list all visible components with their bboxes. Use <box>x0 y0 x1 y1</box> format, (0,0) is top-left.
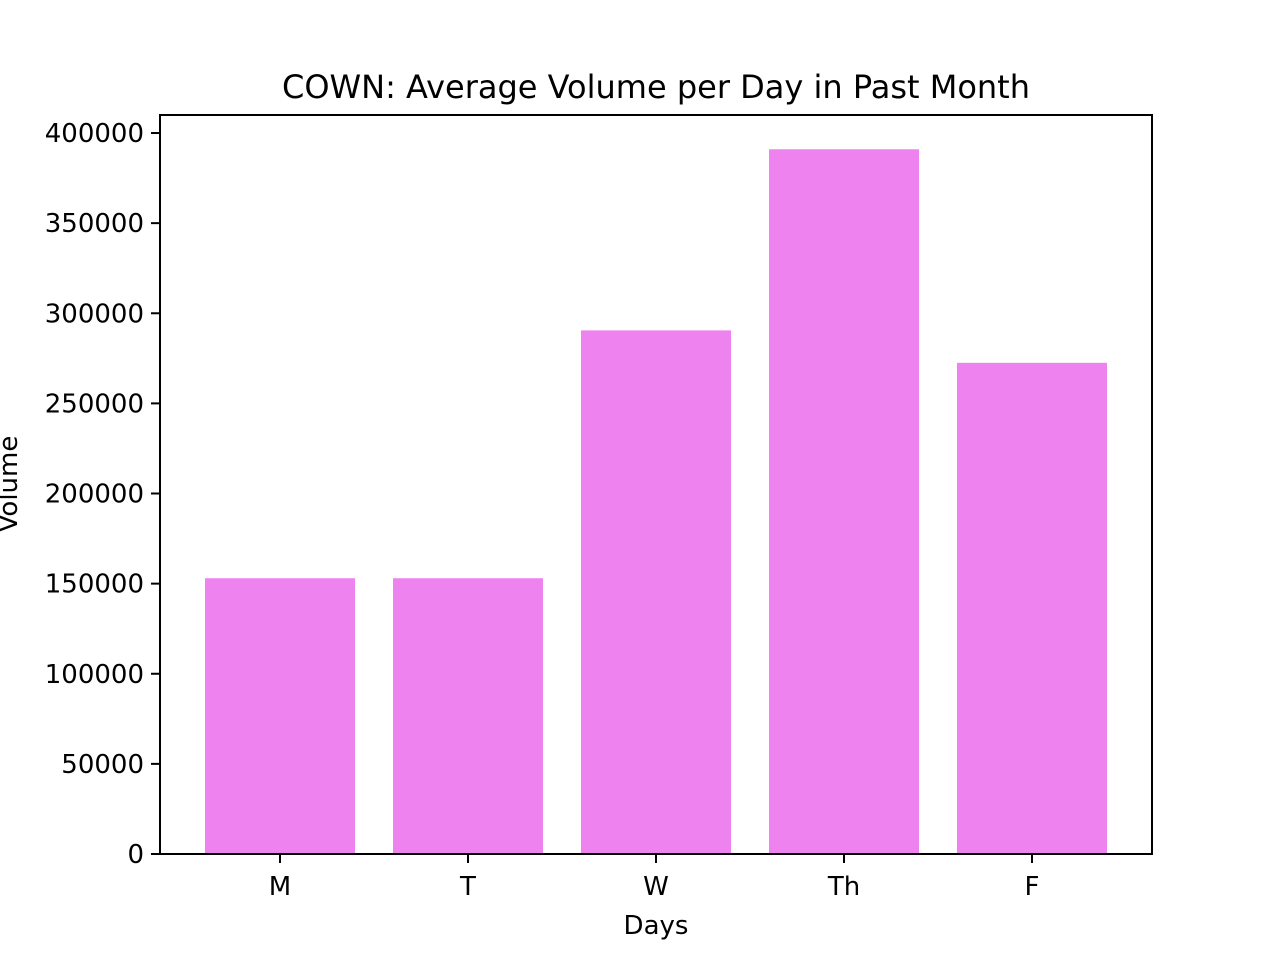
y-tick-label: 300000 <box>45 299 144 329</box>
bar-f <box>957 362 1107 854</box>
y-axis-ticks: 0 50000 100000 150000 200000 250000 300000 3500… <box>45 119 160 870</box>
bars-group <box>205 149 1107 854</box>
y-tick-label: 0 <box>127 840 144 870</box>
x-tick-label: M <box>269 872 291 902</box>
bar-m <box>205 578 355 854</box>
y-axis-label: Volume <box>0 436 24 533</box>
x-axis-ticks: M T W Th F <box>269 854 1040 902</box>
x-tick-label: F <box>1025 872 1040 902</box>
y-tick-label: 150000 <box>45 570 144 600</box>
bar-w <box>581 330 731 854</box>
y-tick-label: 350000 <box>45 209 144 239</box>
y-tick-label: 100000 <box>45 660 144 690</box>
y-tick-label: 50000 <box>61 750 144 780</box>
chart-title: COWN: Average Volume per Day in Past Mon… <box>282 68 1030 106</box>
x-tick-label: Th <box>827 872 860 902</box>
y-tick-label: 250000 <box>45 389 144 419</box>
y-tick-label: 200000 <box>45 480 144 510</box>
x-axis-label: Days <box>624 911 689 941</box>
bar-th <box>769 149 919 854</box>
x-tick-label: T <box>459 872 476 902</box>
bar-t <box>393 578 543 854</box>
x-tick-label: W <box>643 872 669 902</box>
y-tick-label: 400000 <box>45 119 144 149</box>
